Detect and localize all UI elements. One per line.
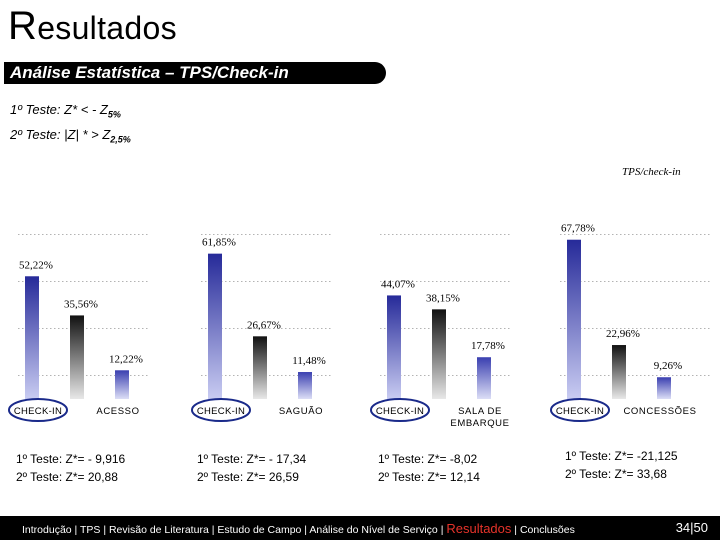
test-definition-2-sub: 2,5% xyxy=(110,134,131,145)
result-2-test-1: 1º Teste: Z*= - 17,34 xyxy=(197,452,307,466)
bar-chart: 52,22% 35,56% 12,22% CHECK-IN ACESSO 61,85% 26… xyxy=(8,166,710,429)
category-label: ACESSO xyxy=(96,406,139,417)
result-3-test-1: 1º Teste: Z*= -8,02 xyxy=(378,452,478,466)
bar xyxy=(208,253,222,399)
test-definition-2: 2º Teste: |Z| * > Z2,5% xyxy=(10,125,131,150)
data-label: 38,15% xyxy=(426,292,460,304)
page-number: 34|50 xyxy=(675,520,708,535)
result-3-test-2: 2º Teste: Z*= 12,14 xyxy=(378,470,480,484)
result-1-test-1: 1º Teste: Z*= - 9,916 xyxy=(16,452,126,466)
bar xyxy=(477,357,491,399)
result-group-3: 1º Teste: Z*= -8,02 2º Teste: Z*= 12,14 xyxy=(378,450,480,486)
bar xyxy=(567,239,581,399)
bar xyxy=(657,377,671,399)
bar xyxy=(115,370,129,399)
bar xyxy=(298,372,312,399)
bar xyxy=(432,309,446,399)
highlight-ring xyxy=(550,398,610,422)
test-definitions: 1º Teste: Z* < - Z5% 2º Teste: |Z| * > Z… xyxy=(10,100,131,149)
category-label: SAGUÃO xyxy=(279,406,323,417)
result-group-1: 1º Teste: Z*= - 9,916 2º Teste: Z*= 20,8… xyxy=(16,450,125,486)
category-label: SALA DE EMBARQUE xyxy=(450,406,509,429)
page-title-rest: esultados xyxy=(37,10,177,46)
result-1-test-2: 2º Teste: Z*= 20,88 xyxy=(16,470,118,484)
data-label: 11,48% xyxy=(292,355,326,367)
chart-title: TPS/check-in xyxy=(622,166,681,178)
category-label: CONCESSÕES xyxy=(623,406,696,417)
gridlines xyxy=(18,234,710,376)
test-definition-1-text: 1º Teste: Z* < - Z xyxy=(10,102,108,117)
page-title-cap: R xyxy=(8,4,38,48)
bar xyxy=(612,345,626,399)
data-label: 61,85% xyxy=(202,237,236,249)
test-definition-1-sub: 5% xyxy=(107,109,121,120)
category-label: CHECK-IN xyxy=(556,406,604,417)
result-4-test-2: 2º Teste: Z*= 33,68 xyxy=(565,467,667,481)
category-label: CHECK-IN xyxy=(14,406,62,417)
footer-nav-after[interactable]: | Conclusões xyxy=(511,524,575,536)
footer-nav-before[interactable]: Introdução | TPS | Revisão de Literatura… xyxy=(22,524,447,536)
data-label: 26,67% xyxy=(247,319,281,331)
bar xyxy=(387,295,401,399)
data-label: 35,56% xyxy=(64,298,98,310)
footer-bar: Introdução | TPS | Revisão de Literatura… xyxy=(0,516,720,540)
highlight-ring xyxy=(370,398,430,422)
bar xyxy=(25,276,39,399)
test-definition-1: 1º Teste: Z* < - Z5% xyxy=(10,100,131,125)
bar xyxy=(70,315,84,399)
footer-nav: Introdução | TPS | Revisão de Literatura… xyxy=(22,521,575,536)
footer-nav-active[interactable]: Resultados xyxy=(446,521,512,536)
highlight-ring xyxy=(8,398,68,422)
data-label: 22,96% xyxy=(606,328,640,340)
category-label: CHECK-IN xyxy=(197,406,245,417)
data-label: 9,26% xyxy=(654,360,682,372)
data-label: 52,22% xyxy=(19,259,53,271)
section-subtitle: Análise Estatística – TPS/Check-in xyxy=(4,62,386,84)
result-4-test-1: 1º Teste: Z*= -21,125 xyxy=(565,449,678,463)
data-label: 44,07% xyxy=(381,278,415,290)
category-label: CHECK-IN xyxy=(376,406,424,417)
page-title: Resultados xyxy=(8,6,177,46)
data-label: 67,78% xyxy=(561,223,595,235)
data-label: 17,78% xyxy=(471,340,505,352)
bar xyxy=(253,336,267,399)
data-label: 12,22% xyxy=(109,353,143,365)
highlight-ring xyxy=(191,398,251,422)
result-2-test-2: 2º Teste: Z*= 26,59 xyxy=(197,470,299,484)
result-group-2: 1º Teste: Z*= - 17,34 2º Teste: Z*= 26,5… xyxy=(197,450,306,486)
bars: 52,22% 35,56% 12,22% CHECK-IN ACESSO 61,85% 26… xyxy=(8,223,696,429)
result-group-4: 1º Teste: Z*= -21,125 2º Teste: Z*= 33,6… xyxy=(565,447,678,483)
test-definition-2-text: 2º Teste: |Z| * > Z xyxy=(10,126,111,142)
